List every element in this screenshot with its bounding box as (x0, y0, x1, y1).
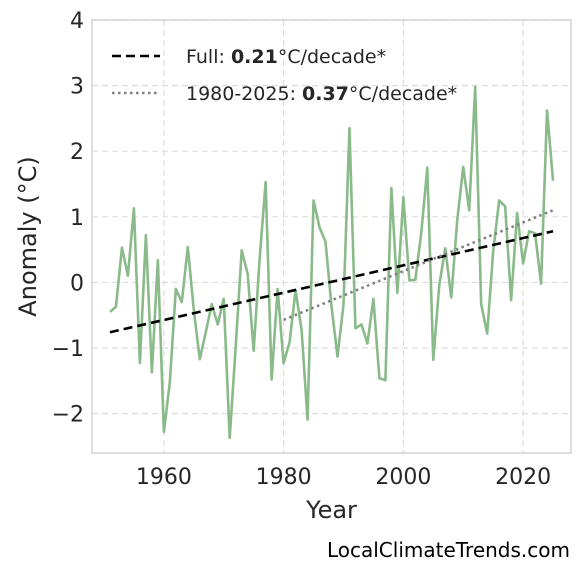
y-tick-label: −2 (52, 403, 84, 428)
legend-recent-suffix: °C/decade* (349, 83, 457, 105)
anomaly-series-line (109, 85, 555, 440)
y-ticks: −2 −1 0 1 2 3 4 (52, 9, 84, 428)
legend: Full: 0.21°C/decade* 1980-2025: 0.37°C/d… (112, 46, 457, 105)
plot-frame (91, 19, 572, 454)
y-tick-label: 2 (70, 140, 84, 165)
legend-recent-value: 0.37 (302, 83, 349, 105)
grid-lines (92, 19, 571, 453)
x-axis-label: Year (305, 496, 357, 524)
watermark-text: LocalClimateTrends.com (326, 538, 570, 562)
x-ticks: 1960 1980 2000 2020 (136, 465, 551, 490)
legend-label-full: Full: 0.21°C/decade* (186, 46, 386, 68)
data-series (109, 85, 555, 440)
legend-label-recent: 1980-2025: 0.37°C/decade* (186, 83, 457, 105)
x-tick-label: 1960 (136, 465, 192, 490)
legend-full-prefix: Full: (186, 46, 231, 68)
y-tick-label: −1 (52, 337, 84, 362)
legend-recent-prefix: 1980-2025: (186, 83, 302, 105)
y-tick-label: 1 (70, 206, 84, 231)
full-trend-line (109, 229, 554, 334)
y-tick-label: 3 (70, 75, 84, 100)
x-tick-label: 2000 (375, 465, 431, 490)
legend-full-value: 0.21 (231, 46, 278, 68)
recent-trend-line (283, 209, 554, 322)
x-tick-label: 2020 (495, 465, 551, 490)
y-axis-label: Anomaly (°C) (14, 156, 42, 316)
y-tick-label: 4 (70, 9, 84, 34)
x-tick-label: 1980 (256, 465, 312, 490)
y-tick-label: 0 (70, 271, 84, 296)
legend-full-suffix: °C/decade* (278, 46, 386, 68)
